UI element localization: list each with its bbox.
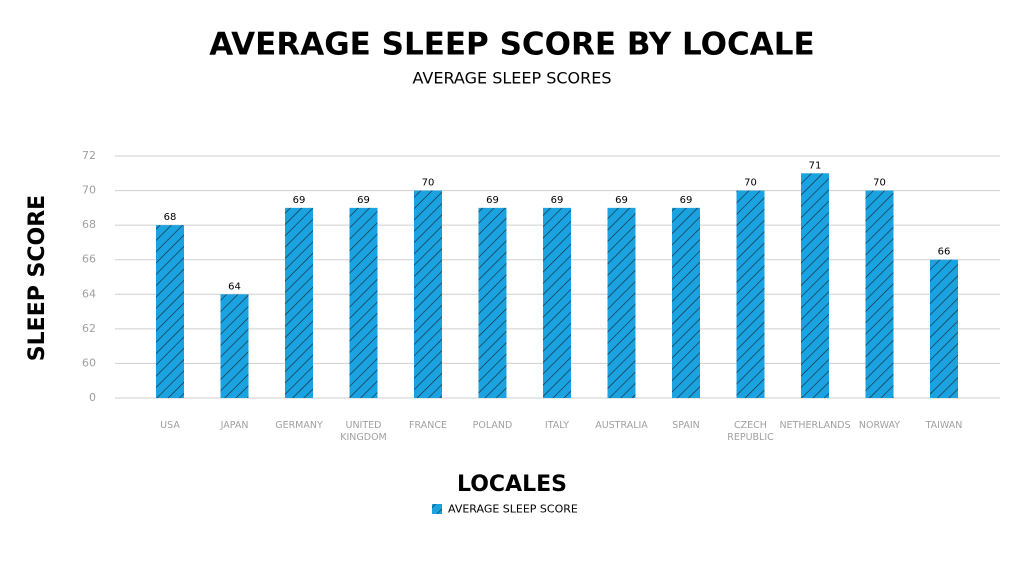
data-label: 69 xyxy=(486,195,499,206)
x-tick-label: JAPAN xyxy=(220,420,249,431)
bar xyxy=(543,207,571,398)
x-tick-label: UNITED KINGDOM xyxy=(340,420,387,443)
x-tick-label: POLAND xyxy=(472,420,513,431)
y-tick-label: 72 xyxy=(82,149,96,162)
x-tick-label: NORWAY xyxy=(858,420,901,431)
bar xyxy=(285,207,313,398)
x-tick-label: TAIWAN xyxy=(925,420,963,431)
chart-subtitle: AVERAGE SLEEP SCORES xyxy=(412,69,611,88)
legend-label: AVERAGE SLEEP SCORE xyxy=(448,503,578,516)
x-tick-label: AUSTRALIA xyxy=(595,420,648,431)
bar xyxy=(607,207,636,398)
bar xyxy=(220,294,249,398)
bar xyxy=(865,190,894,398)
x-tick-label: CZECH REPUBLIC xyxy=(727,420,774,443)
data-label: 69 xyxy=(551,195,564,206)
y-tick-label: 68 xyxy=(82,218,96,231)
x-axis-title: LOCALES xyxy=(457,472,567,497)
y-axis-title: SLEEP SCORE xyxy=(25,195,50,361)
x-tick-label: FRANCE xyxy=(409,420,447,431)
bar xyxy=(930,259,958,398)
legend-swatch xyxy=(432,504,442,514)
bar xyxy=(349,207,378,398)
data-label: 66 xyxy=(938,247,951,258)
bar xyxy=(156,225,184,398)
x-tick-label: NETHERLANDS xyxy=(779,420,851,431)
y-tick-label: 70 xyxy=(82,184,96,197)
data-label: 69 xyxy=(680,195,693,206)
x-tick-label: ITALY xyxy=(544,420,570,431)
bar xyxy=(801,173,829,398)
bar xyxy=(672,207,700,398)
data-label: 70 xyxy=(422,178,435,189)
data-label: 69 xyxy=(615,195,628,206)
chart-title: AVERAGE SLEEP SCORE BY LOCALE xyxy=(209,27,814,63)
data-label: 70 xyxy=(873,178,886,189)
y-tick-label: 0 xyxy=(89,391,96,404)
y-tick-label: 66 xyxy=(82,253,96,266)
data-label: 64 xyxy=(228,281,241,292)
y-tick-label: 62 xyxy=(82,322,96,335)
bar xyxy=(478,207,507,398)
data-label: 69 xyxy=(293,195,306,206)
bar xyxy=(414,190,442,398)
x-tick-label: SPAIN xyxy=(672,420,700,431)
y-tick-label: 64 xyxy=(82,287,96,300)
x-tick-label: USA xyxy=(160,420,180,431)
x-tick-label: GERMANY xyxy=(275,420,323,431)
data-label: 70 xyxy=(744,178,757,189)
data-label: 71 xyxy=(809,160,822,171)
bar xyxy=(736,190,765,398)
y-tick-label: 60 xyxy=(82,356,96,369)
data-label: 68 xyxy=(164,212,177,223)
data-label: 69 xyxy=(357,195,370,206)
